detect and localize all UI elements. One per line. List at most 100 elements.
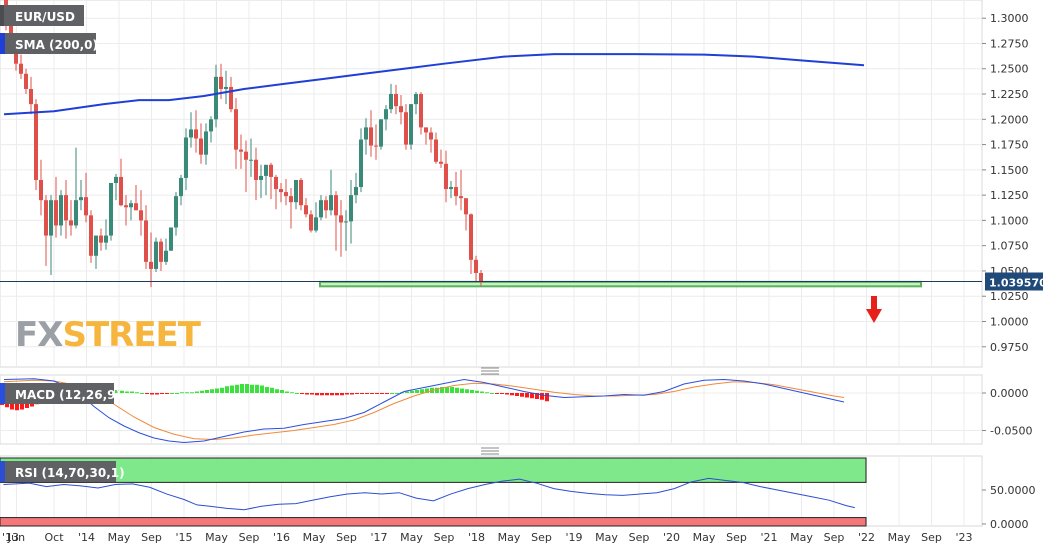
macd-hist-bar: [235, 384, 239, 393]
candle-bear: [134, 203, 138, 211]
macd-hist-bar: [340, 393, 344, 396]
price-tick-label: 1.2750: [990, 37, 1029, 50]
candle-bull: [259, 175, 263, 180]
macd-hist-bar: [455, 387, 459, 393]
legend-rsi[interactable]: RSI (14,70,30,1): [0, 461, 125, 482]
macd-hist-bar: [220, 387, 224, 393]
macd-panel: [0, 378, 845, 444]
candle-bull: [114, 176, 118, 183]
macd-hist-bar: [360, 393, 364, 394]
candle-bear: [324, 200, 328, 211]
rsi-panel: [0, 457, 867, 527]
time-tick-label: Sep: [141, 531, 162, 544]
macd-hist-bar: [470, 390, 474, 393]
macd-hist-bar: [515, 393, 519, 396]
macd-hist-bar: [540, 393, 544, 400]
candle-bull: [409, 104, 413, 145]
candle-bull: [79, 197, 83, 201]
candle-bull: [384, 109, 388, 120]
macd-hist-bar: [270, 387, 274, 393]
macd-hist-bar: [180, 392, 184, 394]
macd-hist-bar: [310, 393, 314, 395]
macd-hist-bar: [115, 390, 119, 393]
macd-hist-bar: [370, 393, 374, 394]
down-arrow-icon: [866, 296, 882, 323]
price-tick-label: 1.2000: [990, 113, 1029, 126]
price-tick-label: 0.9750: [990, 341, 1029, 354]
candle-bear: [64, 195, 68, 221]
legend-sma[interactable]: SMA (200,0): [0, 33, 98, 54]
time-tick-label: '21: [760, 531, 777, 544]
time-tick-label: May: [303, 531, 326, 544]
macd-hist-bar: [275, 389, 279, 393]
macd-hist-bar: [390, 393, 394, 394]
candle-bear: [454, 187, 458, 197]
macd-hist-bar: [525, 393, 529, 398]
macd-hist-bar: [165, 393, 169, 394]
candle-bear: [229, 86, 233, 110]
macd-label: MACD (12,26,9): [15, 388, 121, 402]
candle-bear: [14, 48, 18, 64]
macd-hist-bar: [495, 393, 499, 394]
candle-bear: [464, 198, 468, 215]
legend-macd[interactable]: MACD (12,26,9): [0, 383, 121, 404]
candle-bear: [69, 220, 73, 226]
rsi-label: RSI (14,70,30,1): [15, 466, 125, 480]
rsi-tick-label: 0.0000: [990, 518, 1029, 531]
legend-symbol[interactable]: EUR/USD: [0, 5, 84, 26]
macd-hist-bar: [505, 393, 509, 395]
panel-frame: [0, 374, 983, 445]
macd-hist-bar: [415, 390, 419, 393]
macd-hist-bar: [135, 392, 139, 394]
macd-hist-bar: [210, 389, 214, 393]
macd-hist-bar: [295, 393, 299, 394]
macd-axis: 0.0000 -0.0500: [982, 387, 1032, 438]
time-tick-label: Jun: [7, 531, 25, 544]
macd-hist-bar: [405, 391, 409, 393]
arrow-head: [866, 309, 882, 323]
macd-hist-bar: [230, 385, 234, 393]
candle-bear: [144, 220, 148, 262]
price-tick-label: 1.2250: [990, 88, 1029, 101]
macd-tick-label: 0.0000: [990, 387, 1029, 400]
macd-hist-bar: [520, 393, 524, 397]
price-axis: 1.3000 1.2750 1.2500 1.2250 1.2000 1.1750 1.15…: [982, 12, 1029, 354]
time-tick-label: '22: [858, 531, 875, 544]
macd-hist-bar: [280, 390, 284, 393]
watermark-street: STREET: [62, 315, 201, 355]
candle-bull: [344, 221, 348, 223]
candle-bull: [189, 129, 193, 138]
candle-bear: [289, 196, 293, 203]
panel-dividers[interactable]: [481, 367, 499, 455]
candle-bull: [364, 127, 368, 140]
macd-hist-bar: [125, 391, 129, 393]
panel-frame: [0, 0, 983, 368]
candle-bear: [479, 272, 483, 282]
macd-hist-bar: [215, 388, 219, 393]
macd-hist-bar: [450, 387, 454, 393]
candle-bull: [414, 94, 418, 105]
candle-bull: [319, 200, 323, 218]
support-zone: [319, 280, 922, 288]
candle-bear: [459, 196, 463, 199]
watermark: FXSTREET: [15, 315, 203, 355]
time-tick-label: Sep: [336, 531, 357, 544]
macd-hist-bar: [480, 391, 484, 393]
macd-hist-bar: [120, 390, 124, 393]
candle-bear: [34, 104, 38, 180]
candle-bear: [434, 139, 438, 162]
candle-bull: [294, 179, 298, 203]
macd-hist-bar: [530, 393, 534, 399]
watermark-fx: FX: [15, 315, 63, 355]
candle-bull: [174, 196, 178, 228]
macd-hist-bar: [200, 390, 204, 393]
candle-bear: [374, 145, 378, 147]
candle-bull: [314, 217, 318, 231]
candle-bear: [439, 161, 443, 164]
candle-bull: [379, 119, 383, 147]
macd-hist-bar: [240, 384, 244, 393]
macd-hist-bar: [435, 387, 439, 393]
macd-hist-bar: [265, 387, 269, 393]
macd-hist-bar: [170, 393, 174, 394]
